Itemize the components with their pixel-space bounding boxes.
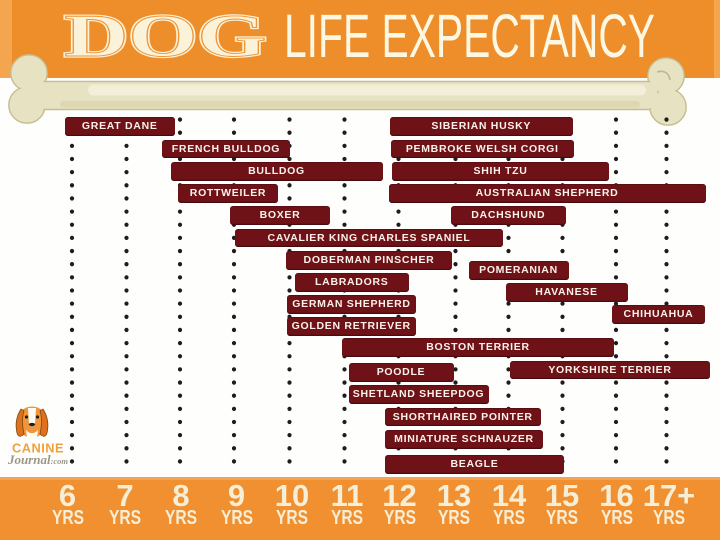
svg-text:DOG: DOG [64, 3, 266, 70]
svg-text:Journal:com: Journal:com [7, 452, 68, 467]
svg-text:CANINE: CANINE [12, 441, 64, 456]
svg-text:LIFE EXPECTANCY: LIFE EXPECTANCY [284, 2, 655, 70]
svg-text:DOG: DOG [64, 3, 266, 70]
